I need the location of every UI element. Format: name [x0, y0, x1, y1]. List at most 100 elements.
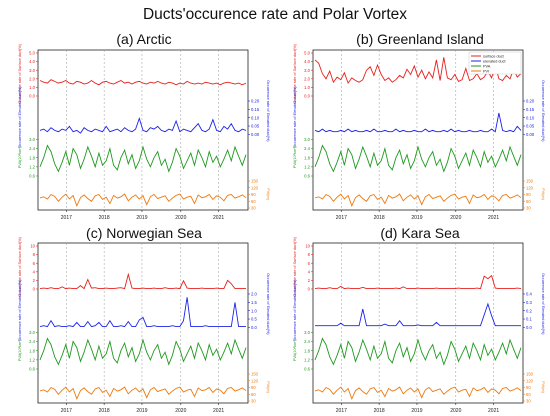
- panel-3: 2017 2018 2019 2020 2021 0 2 4 6 8 10 0.6 1.2 1.8 2.4 3…: [293, 236, 545, 414]
- right-tick-label: 0.00: [251, 132, 260, 137]
- right-tick-label: 0.0: [251, 325, 257, 330]
- panel-title-greenland: (b) Greenland Island: [356, 31, 484, 47]
- left-axis-title: PVA(10⁶km²): [18, 338, 22, 361]
- left-tick-label: 1.8: [29, 348, 35, 353]
- figure-title: Ducts'occurence rate and Polar Vortex: [142, 6, 407, 23]
- series-line-surface: [39, 272, 246, 290]
- left-tick-label: 6: [308, 261, 311, 266]
- left-tick-label: 1.0: [29, 85, 35, 90]
- left-tick-label: 0.6: [29, 367, 35, 372]
- x-tick-label: 2017: [336, 408, 347, 414]
- right-tick-label: 90: [251, 385, 256, 390]
- x-tick-label: 2019: [411, 408, 422, 414]
- panel-title-norwegian: (c) Norwegian Sea: [86, 225, 202, 241]
- left-axis-title: PVA(10⁶km²): [293, 338, 297, 361]
- x-tick-label: 2021: [213, 408, 224, 414]
- right-tick-label: 90: [526, 192, 531, 197]
- right-tick-label: 0.00: [526, 132, 535, 137]
- left-tick-label: 3.0: [29, 137, 35, 142]
- right-axis-title: Occurrence rate of Elevated duct(%): [541, 80, 545, 142]
- x-tick-label: 2020: [175, 215, 186, 221]
- right-tick-label: 120: [526, 378, 534, 383]
- right-tick-label: 0.05: [526, 124, 535, 129]
- x-tick-label: 2020: [450, 215, 461, 221]
- left-tick-label: 4.0: [304, 59, 310, 64]
- x-tick-label: 2020: [450, 408, 461, 414]
- left-tick-label: 8: [33, 252, 36, 257]
- left-tick-label: 1.2: [304, 164, 310, 169]
- plot-frame: [37, 242, 249, 404]
- right-tick-label: 0.2: [526, 308, 532, 313]
- series-line-elevated: [39, 297, 246, 328]
- x-tick-label: 2021: [488, 408, 499, 414]
- x-tick-label: 2017: [61, 215, 72, 221]
- right-tick-label: 0.0: [526, 325, 532, 330]
- right-tick-label: 120: [251, 185, 259, 190]
- left-tick-label: 2.0: [29, 76, 35, 81]
- left-tick-label: 1.8: [29, 155, 35, 160]
- left-axis-title: Occurrence rate of Surface duct(%): [293, 236, 297, 296]
- right-axis-title: Occurrence rate of Elevated duct(%): [541, 273, 545, 335]
- right-tick-label: 60: [526, 199, 531, 204]
- right-tick-label: 0.20: [251, 99, 260, 104]
- right-axis-title: Occurrence rate of Elevated duct(%): [266, 80, 270, 142]
- left-tick-label: 1.0: [304, 85, 310, 90]
- x-tick-label: 2019: [136, 215, 147, 221]
- left-tick-label: 0: [308, 287, 311, 292]
- left-axis-title: Occurrence rate of Surface duct(%): [18, 236, 22, 296]
- x-tick-label: 2018: [374, 215, 385, 221]
- right-tick-label: 60: [526, 392, 531, 397]
- right-tick-label: 90: [251, 192, 256, 197]
- left-tick-label: 0.6: [304, 367, 310, 372]
- series-line-elevated: [39, 116, 247, 134]
- right-tick-label: 90: [526, 385, 531, 390]
- series-line-pvk: [39, 337, 247, 366]
- x-tick-label: 2018: [99, 215, 110, 221]
- right-tick-label: 60: [251, 392, 256, 397]
- left-axis-title: Occurrence rate of Elevated duct(%): [18, 279, 22, 341]
- left-axis-title: Occurrence rate of Surface duct(%): [293, 43, 297, 103]
- x-tick-label: 2020: [175, 408, 186, 414]
- right-axis-title: Occurrence rate of Elevated duct(%): [266, 273, 270, 335]
- plot-frame: [312, 49, 524, 211]
- right-tick-label: 0.3: [526, 300, 532, 305]
- right-axis-title: PVI(m): [266, 381, 270, 394]
- left-tick-label: 0.6: [304, 174, 310, 179]
- left-tick-label: 2.4: [304, 339, 310, 344]
- left-tick-label: 0: [33, 287, 36, 292]
- left-axis-title: Occurrence rate of Surface duct(%): [18, 43, 22, 103]
- left-tick-label: 8: [308, 252, 311, 257]
- right-tick-label: 120: [526, 185, 534, 190]
- left-axis-title: PVA(10⁶km²): [18, 145, 22, 168]
- series-line-pvk: [314, 337, 522, 366]
- left-tick-label: 1.8: [304, 155, 310, 160]
- left-tick-label: 6: [33, 261, 36, 266]
- right-tick-label: 30: [251, 206, 256, 211]
- left-tick-label: 10: [305, 244, 310, 249]
- series-line-pvi: [39, 193, 247, 207]
- right-tick-label: 150: [526, 372, 534, 377]
- series-line-pvi: [39, 386, 247, 400]
- right-tick-label: 30: [526, 399, 531, 404]
- panel-title-arctic: (a) Arctic: [116, 31, 172, 47]
- left-tick-label: 4: [308, 269, 311, 274]
- right-tick-label: 0.10: [526, 115, 535, 120]
- left-tick-label: 0.0: [29, 94, 35, 99]
- legend-label: elevated duct: [483, 59, 507, 63]
- series-line-surface: [39, 79, 247, 86]
- legend-box: [468, 51, 522, 75]
- left-tick-label: 5.0: [29, 51, 35, 56]
- panel-1: 2017 2018 2019 2020 2021 0.0 1.0 2.0 3.0 4.0 5.0 0.…: [293, 43, 545, 221]
- left-tick-label: 1.2: [29, 164, 35, 169]
- right-tick-label: 0.4: [526, 292, 532, 297]
- panel-2: 2017 2018 2019 2020 2021 0 2 4 6 8 10 0.6 1.2 1.8 2.4 3…: [18, 236, 270, 414]
- legend-label: PVI: [483, 69, 489, 73]
- right-tick-label: 1.5: [251, 300, 257, 305]
- series-line-elevated: [314, 112, 522, 133]
- right-tick-label: 0.15: [526, 107, 535, 112]
- left-tick-label: 3.0: [29, 68, 35, 73]
- right-tick-label: 150: [251, 179, 259, 184]
- plot-frame: [312, 242, 524, 404]
- right-tick-label: 0.1: [526, 317, 532, 322]
